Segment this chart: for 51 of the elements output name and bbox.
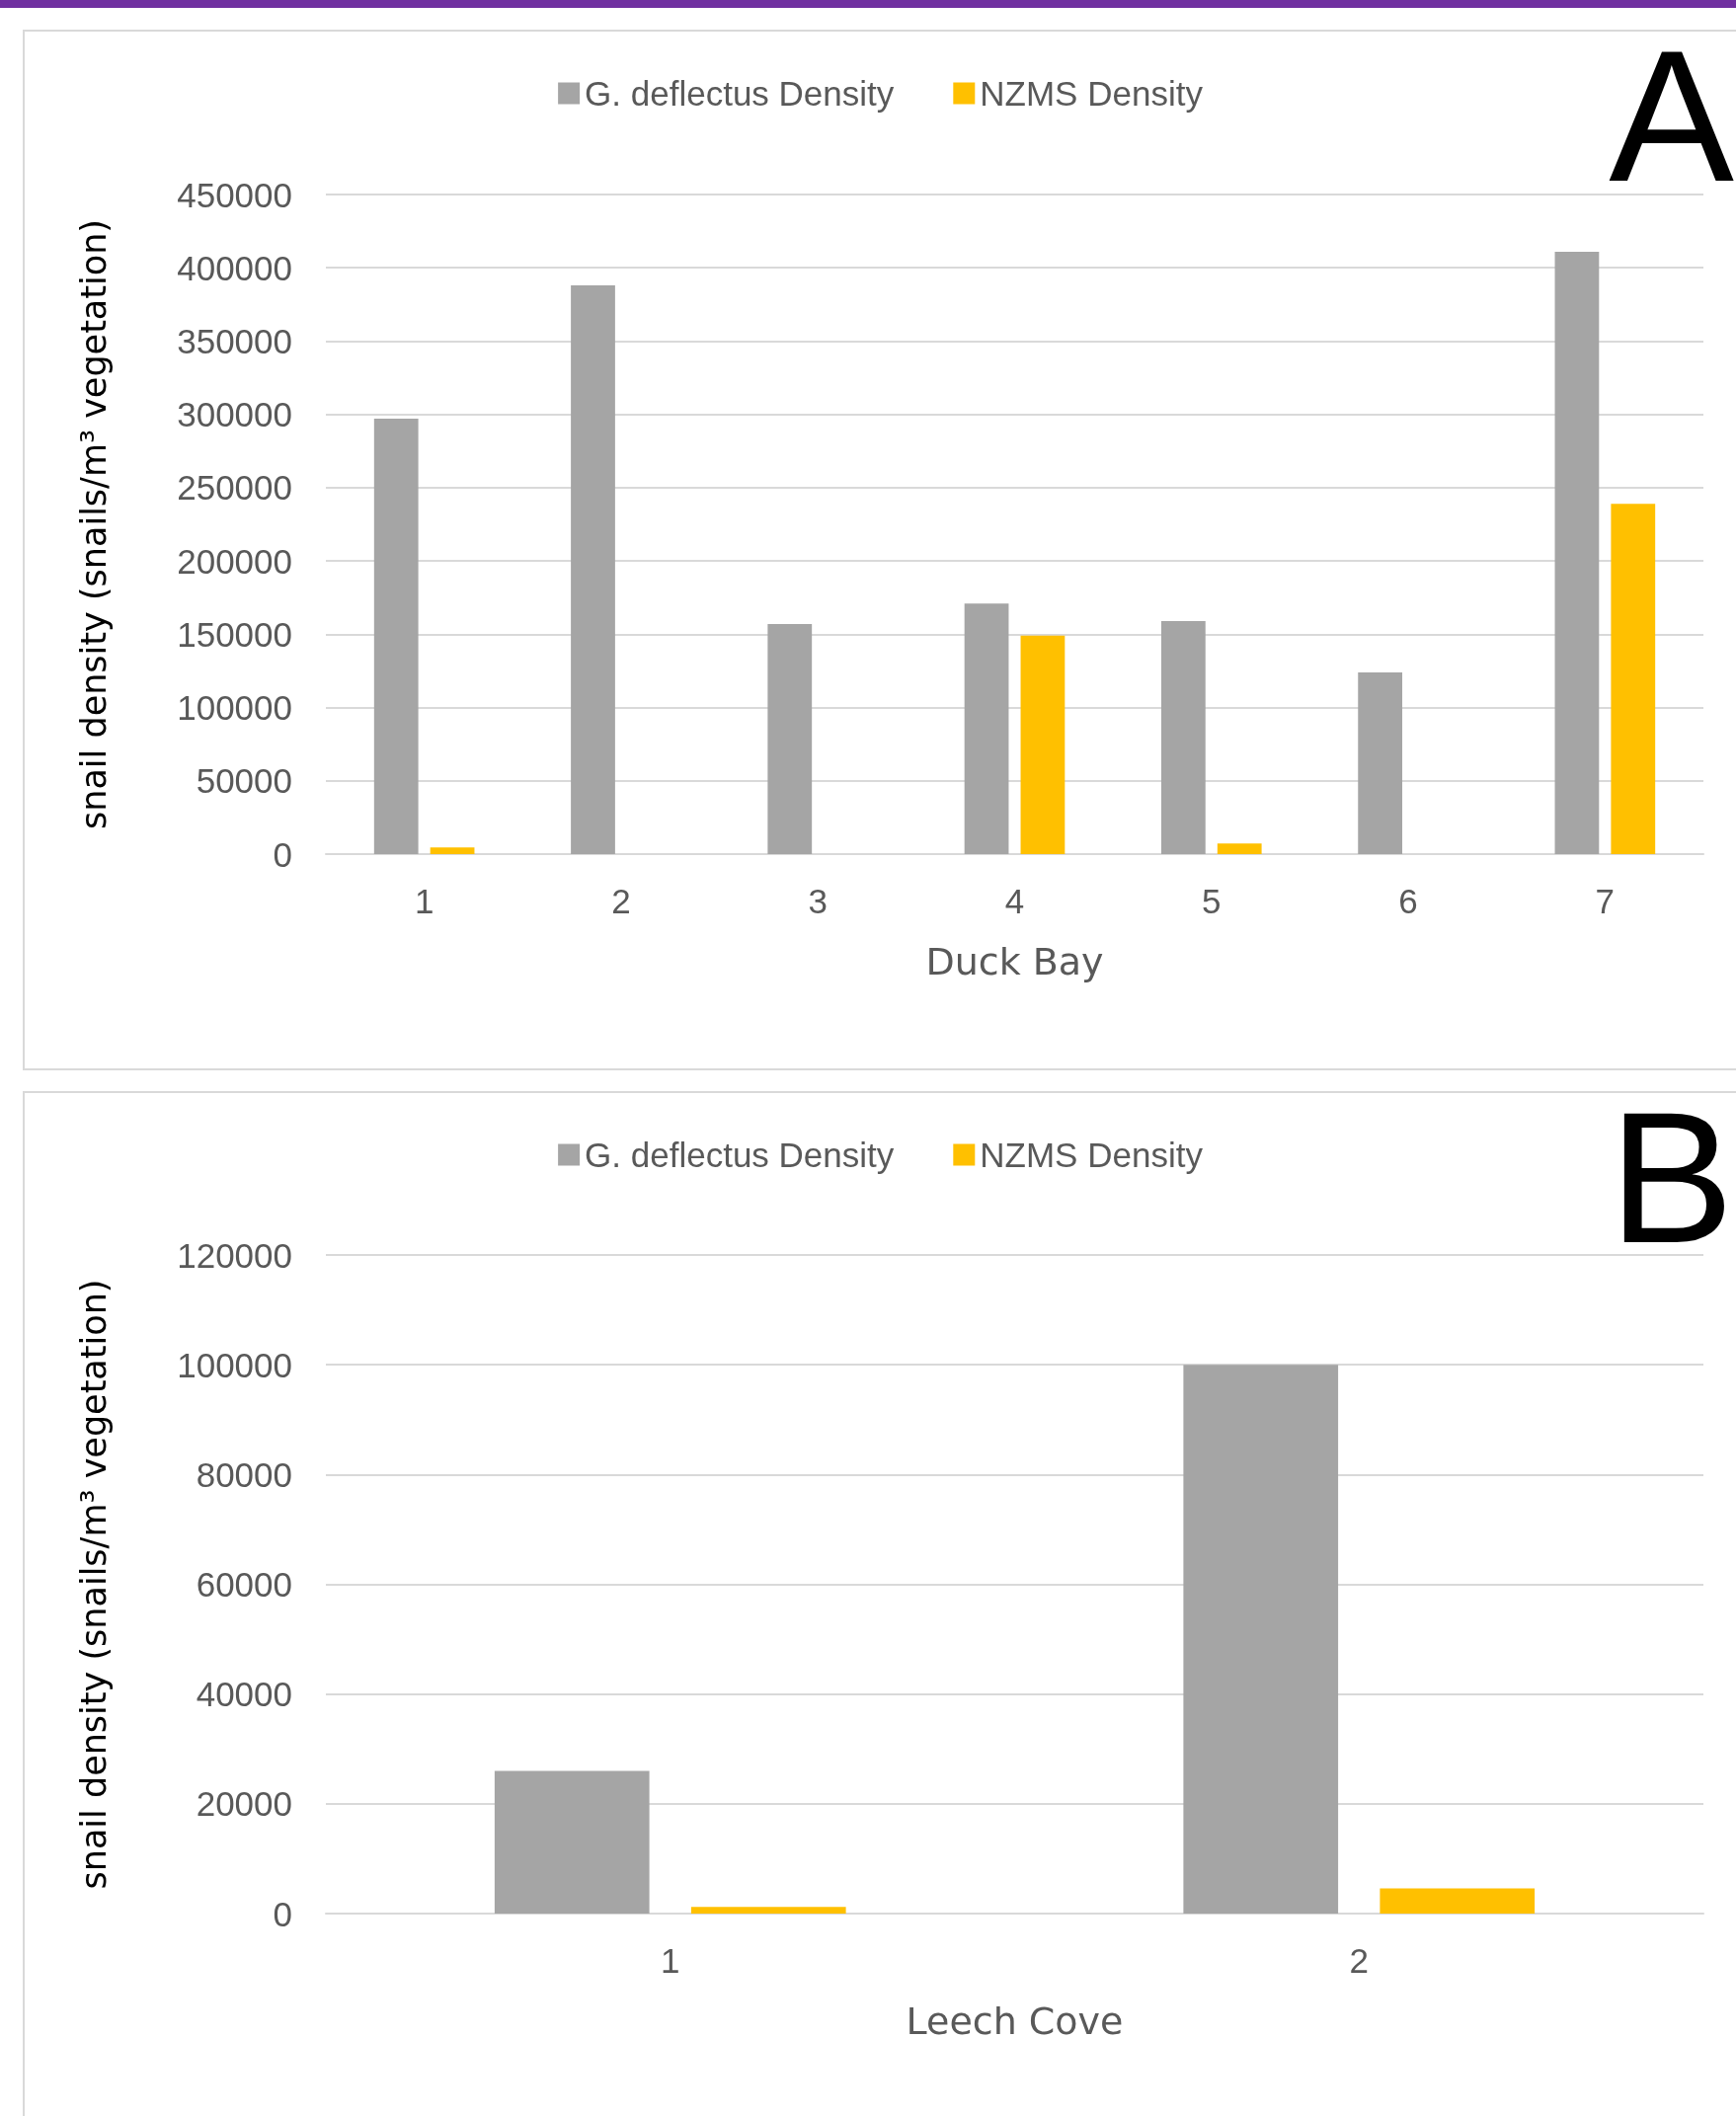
y-tick-label: 20000 [196, 1784, 292, 1824]
x-tick-label: 1 [414, 882, 434, 920]
x-tick-label: 2 [1349, 1941, 1369, 1980]
y-tick-label: 200000 [177, 541, 292, 581]
y-tick-label: 50000 [196, 761, 292, 801]
bar [964, 603, 1009, 854]
bar [1160, 620, 1206, 854]
y-axis-title: snail density (snails/m³ vegetation) [73, 1279, 114, 1890]
bar [373, 419, 419, 854]
bar [767, 623, 813, 854]
y-tick-label: 120000 [177, 1235, 292, 1275]
bar [1183, 1365, 1339, 1914]
bar [1020, 635, 1065, 854]
legend-label: G. deflectus Density [585, 1136, 895, 1174]
legend-label: G. deflectus Density [585, 74, 895, 113]
y-tick-label: 400000 [177, 248, 292, 287]
y-axis-title: snail density (snails/m³ vegetation) [73, 218, 114, 830]
bar [430, 847, 475, 854]
y-tick-label: 0 [273, 834, 292, 874]
y-tick-label: 250000 [177, 468, 292, 508]
y-tick-label: 100000 [177, 688, 292, 728]
y-tick-label: 450000 [177, 175, 292, 214]
x-axis-title: Duck Bay [925, 940, 1104, 983]
y-tick-label: 0 [273, 1894, 292, 1933]
bar [1358, 671, 1403, 854]
bar [1611, 504, 1656, 854]
y-tick-label: 60000 [196, 1565, 292, 1604]
x-tick-label: 6 [1398, 882, 1418, 920]
legend-label: NZMS Density [980, 1136, 1204, 1174]
bar [1380, 1888, 1536, 1914]
bar [494, 1770, 650, 1914]
y-tick-label: 350000 [177, 321, 292, 360]
legend-label: NZMS Density [980, 74, 1204, 113]
annotation: B [1609, 1072, 1735, 1282]
y-tick-label: 80000 [196, 1454, 292, 1494]
bar [1217, 843, 1262, 854]
bar [690, 1907, 846, 1914]
y-tick-label: 40000 [196, 1675, 292, 1714]
x-tick-label: 1 [661, 1941, 680, 1980]
x-tick-label: 5 [1202, 882, 1222, 920]
y-tick-label: 300000 [177, 395, 292, 434]
x-tick-label: 7 [1595, 882, 1616, 920]
x-tick-label: 3 [808, 882, 828, 920]
bar [571, 285, 615, 854]
x-axis-title: Leech Cove [906, 1999, 1124, 2043]
y-tick-label: 150000 [177, 614, 292, 654]
bar [1554, 251, 1600, 854]
x-tick-label: 4 [1004, 882, 1025, 920]
y-tick-label: 100000 [177, 1345, 292, 1384]
x-tick-label: 2 [611, 882, 631, 920]
annotation: A [1609, 11, 1735, 220]
